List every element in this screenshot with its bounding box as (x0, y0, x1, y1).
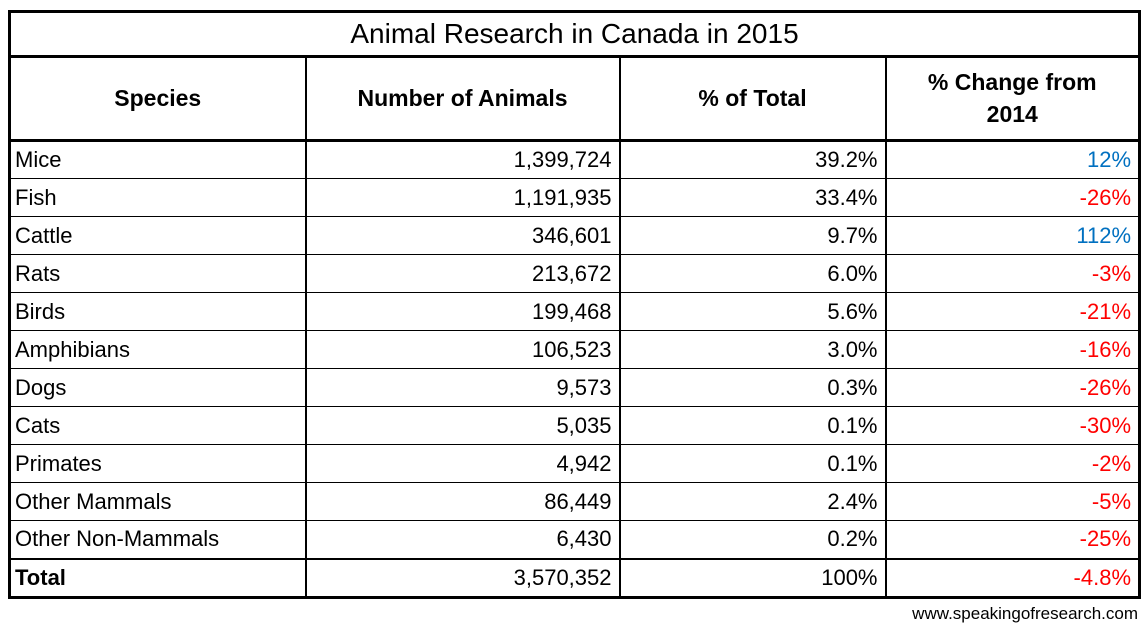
table-row-fish: Fish 1,191,935 33.4% -26% (8, 178, 1141, 217)
table-row-other-mammals: Other Mammals 86,449 2.4% -5% (8, 482, 1141, 521)
total-label: Total (8, 557, 307, 598)
species-cell: Primates (8, 444, 307, 483)
number-cell: 9,573 (304, 368, 621, 407)
number-cell: 1,191,935 (304, 178, 621, 217)
total-number-cell: 3,570,352 (304, 557, 621, 598)
species-cell: Birds (8, 292, 307, 331)
pct-change-cell: -25% (884, 520, 1141, 559)
species-cell: Cattle (8, 216, 307, 255)
website-credit[interactable]: www.speakingofresearch.com (912, 604, 1138, 623)
pct-total-cell: 39.2% (618, 140, 887, 179)
pct-change-cell: -2% (884, 444, 1141, 483)
number-cell: 6,430 (304, 520, 621, 559)
total-pct-change-cell: -4.8% (884, 557, 1141, 598)
pct-change-cell: 12% (884, 140, 1141, 179)
table-title: Animal Research in Canada in 2015 (9, 11, 1140, 58)
pct-change-cell: -26% (884, 178, 1141, 217)
table-row-birds: Birds 199,468 5.6% -21% (8, 292, 1141, 331)
pct-change-cell: 112% (884, 216, 1141, 255)
number-cell: 4,942 (304, 444, 621, 483)
pct-total-cell: 0.3% (618, 368, 887, 407)
pct-total-cell: 33.4% (618, 178, 887, 217)
pct-change-cell: -5% (884, 482, 1141, 521)
pct-change-cell: -30% (884, 406, 1141, 445)
column-header-pct-change: % Change from 2014 (884, 55, 1141, 142)
pct-change-cell: -26% (884, 368, 1141, 407)
number-cell: 199,468 (304, 292, 621, 331)
pct-total-cell: 9.7% (618, 216, 887, 255)
animal-research-table: Animal Research in Canada in 2015 Specie… (8, 10, 1142, 599)
species-cell: Rats (8, 254, 307, 293)
number-cell: 213,672 (304, 254, 621, 293)
pct-total-cell: 6.0% (618, 254, 887, 293)
column-header-number-of-animals: Number of Animals (304, 55, 621, 142)
pct-total-cell: 0.1% (618, 406, 887, 445)
column-header-pct-of-total: % of Total (618, 55, 887, 142)
column-header-species: Species (8, 55, 307, 142)
total-pct-total-cell: 100% (618, 557, 887, 598)
pct-change-cell: -3% (884, 254, 1141, 293)
species-cell: Fish (8, 178, 307, 217)
pct-change-cell: -21% (884, 292, 1141, 331)
table-row-primates: Primates 4,942 0.1% -2% (8, 444, 1141, 483)
pct-total-cell: 0.2% (618, 520, 887, 559)
pct-total-cell: 0.1% (618, 444, 887, 483)
pct-total-cell: 5.6% (618, 292, 887, 331)
table-row-dogs: Dogs 9,573 0.3% -26% (8, 368, 1141, 407)
table-row-rats: Rats 213,672 6.0% -3% (8, 254, 1141, 293)
table-title-row: Animal Research in Canada in 2015 (9, 11, 1140, 58)
number-cell: 106,523 (304, 330, 621, 369)
table-row-other-non-mammals: Other Non-Mammals 6,430 0.2% -25% (8, 520, 1141, 559)
table-header-row: Species Number of Animals % of Total % C… (8, 55, 1141, 142)
table-row-total: Total 3,570,352 100% -4.8% (8, 557, 1141, 598)
pct-total-cell: 3.0% (618, 330, 887, 369)
species-cell: Mice (8, 140, 307, 179)
number-cell: 86,449 (304, 482, 621, 521)
pct-total-cell: 2.4% (618, 482, 887, 521)
species-cell: Amphibians (8, 330, 307, 369)
species-cell: Other Non-Mammals (8, 520, 307, 559)
table-row-cattle: Cattle 346,601 9.7% 112% (8, 216, 1141, 255)
species-cell: Dogs (8, 368, 307, 407)
number-cell: 1,399,724 (304, 140, 621, 179)
pct-change-cell: -16% (884, 330, 1141, 369)
number-cell: 346,601 (304, 216, 621, 255)
table-row-mice: Mice 1,399,724 39.2% 12% (8, 140, 1141, 179)
number-cell: 5,035 (304, 406, 621, 445)
table-row-amphibians: Amphibians 106,523 3.0% -16% (8, 330, 1141, 369)
table-row-cats: Cats 5,035 0.1% -30% (8, 406, 1141, 445)
species-cell: Other Mammals (8, 482, 307, 521)
species-cell: Cats (8, 406, 307, 445)
